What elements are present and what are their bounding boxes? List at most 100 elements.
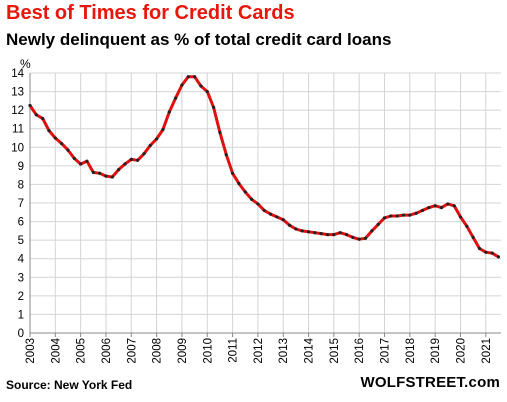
data-point (275, 215, 279, 219)
data-point (262, 208, 266, 213)
data-point (300, 229, 304, 233)
data-point (199, 84, 203, 88)
data-point (174, 96, 178, 100)
data-point (370, 229, 374, 233)
x-tick-label: 2008 (152, 338, 164, 364)
data-point (60, 141, 64, 146)
data-point (332, 232, 336, 237)
data-point (281, 218, 285, 222)
data-point (414, 211, 418, 215)
data-point (237, 181, 241, 186)
grid-lines (29, 72, 501, 334)
data-point (41, 116, 45, 121)
data-point (249, 197, 254, 201)
x-tick-label: 2014 (304, 337, 316, 363)
axes (29, 73, 501, 337)
data-point (180, 83, 184, 87)
data-point (439, 206, 444, 210)
data-point (408, 213, 412, 217)
data-point (34, 113, 38, 117)
data-point (458, 215, 463, 219)
data-point (161, 128, 165, 132)
x-tick-label: 2010 (202, 338, 214, 364)
y-tick-label: 4 (18, 254, 25, 266)
data-point (243, 190, 247, 194)
x-tick-label: 2011 (228, 338, 240, 363)
data-point (313, 231, 317, 235)
data-point (306, 230, 311, 234)
data-point (395, 214, 399, 218)
data-point (376, 222, 380, 226)
data-point (142, 152, 146, 156)
y-tick-label: 1 (18, 309, 24, 321)
y-tick-label: 11 (12, 124, 24, 136)
data-point (344, 232, 349, 237)
data-point (363, 236, 368, 240)
data-point (389, 214, 393, 218)
data-point (155, 137, 159, 141)
x-tick-labels: 2003 2004 2005 2006 2007 2008 2009 2010 2011 2012… (25, 337, 493, 363)
y-tick-label: 0 (18, 328, 24, 340)
data-point (420, 208, 425, 213)
y-tick-label: 7 (18, 198, 24, 210)
data-point (268, 212, 273, 216)
x-tick-label: 2019 (430, 338, 442, 364)
data-point (325, 232, 330, 237)
x-tick-label: 2015 (329, 338, 341, 364)
data-point (148, 143, 152, 148)
data-point (433, 204, 437, 208)
data-point (490, 251, 494, 255)
chart-title: Best of Times for Credit Cards (6, 2, 295, 24)
brand-logo-text: WOLFSTREET.com (360, 374, 500, 391)
y-tick-label: 12 (11, 105, 24, 117)
data-point (72, 156, 76, 161)
data-point (477, 246, 482, 251)
data-point (79, 162, 83, 166)
data-point (256, 202, 260, 206)
series-line (28, 75, 500, 259)
y-axis-unit-label: % (20, 57, 31, 71)
data-point (186, 75, 190, 79)
data-point (484, 250, 488, 254)
chart-subtitle: Newly delinquent as % of total credit ca… (6, 30, 392, 49)
x-tick-label: 2004 (50, 337, 62, 363)
data-point (129, 157, 133, 161)
data-point (28, 103, 32, 108)
data-point (401, 213, 406, 217)
data-point-markers (28, 75, 501, 259)
x-tick-label: 2016 (354, 338, 366, 364)
data-point (85, 159, 89, 163)
y-tick-label: 8 (18, 179, 24, 191)
x-tick-label: 2003 (25, 338, 37, 364)
data-point (218, 130, 222, 135)
y-tick-label: 9 (18, 161, 24, 173)
data-point (351, 235, 355, 239)
y-tick-label: 5 (18, 235, 24, 247)
data-point (230, 171, 235, 175)
data-point (66, 148, 70, 152)
x-tick-label: 2007 (126, 338, 138, 364)
data-point (224, 153, 228, 157)
source-note: Source: New York Fed (6, 378, 133, 392)
data-point (496, 255, 501, 259)
data-point (136, 158, 140, 162)
data-point (338, 231, 342, 235)
data-point (452, 204, 456, 208)
y-tick-label: 13 (11, 87, 24, 99)
y-tick-label: 3 (18, 272, 24, 284)
y-tick-label: 14 (11, 68, 24, 80)
data-point (319, 232, 323, 236)
data-point (104, 174, 108, 178)
x-tick-label: 2021 (481, 338, 493, 364)
x-tick-label: 2020 (455, 338, 467, 364)
data-point (192, 75, 197, 79)
data-point (110, 175, 114, 179)
data-point (117, 167, 121, 172)
y-tick-label: 6 (18, 217, 24, 229)
x-tick-label: 2009 (177, 338, 189, 364)
data-point (53, 136, 57, 140)
data-point (465, 224, 469, 228)
x-tick-label: 2017 (380, 338, 392, 364)
x-tick-label: 2018 (405, 338, 417, 364)
